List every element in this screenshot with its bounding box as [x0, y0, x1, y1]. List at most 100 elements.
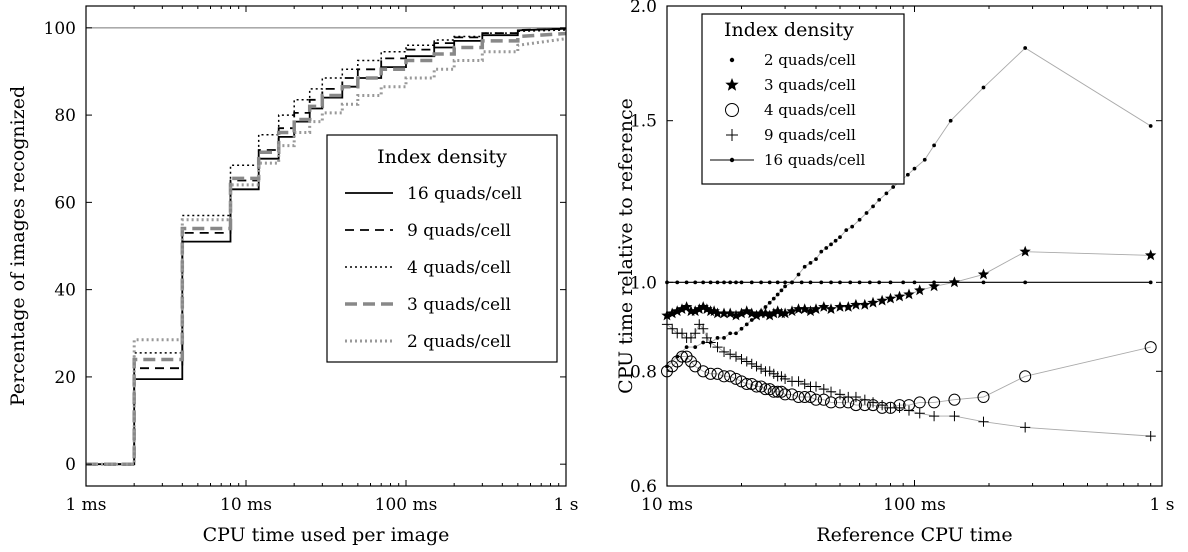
legend-label-3-quads-cell: 3 quads/cell: [764, 76, 856, 94]
y-tick-label: 0: [65, 455, 76, 475]
series-16-quads-cell: [665, 280, 1152, 284]
data-point-2-quads-cell: [768, 301, 772, 305]
data-point-16-quads-cell: [982, 280, 986, 284]
data-point-2-quads-cell: [734, 331, 738, 335]
data-point-2-quads-cell: [865, 211, 869, 215]
data-point-2-quads-cell: [772, 297, 776, 301]
data-point-2-quads-cell: [685, 345, 689, 349]
data-point-16-quads-cell: [716, 280, 720, 284]
right-x-axis-label: Reference CPU time: [816, 524, 1012, 546]
x-tick-label: 1 s: [1150, 495, 1175, 515]
data-point-16-quads-cell: [790, 280, 794, 284]
data-point-9-quads-cell: [949, 411, 959, 421]
data-point-2-quads-cell: [780, 289, 784, 293]
data-point-16-quads-cell: [759, 280, 763, 284]
x-tick-label: 100 ms: [375, 495, 438, 515]
data-point-3-quads-cell: [825, 303, 836, 314]
right-y-axis-label: CPU time relative to reference: [615, 98, 637, 394]
data-point-3-quads-cell: [877, 295, 888, 306]
legend-marker-2-quads-cell: [730, 58, 734, 62]
relative-time-chart: 10 ms 100 ms 1 s0.60.81.01.52.0 Reference …: [615, 0, 1174, 546]
data-point-2-quads-cell: [693, 345, 697, 349]
y-tick-label: 80: [54, 106, 76, 126]
data-point-16-quads-cell: [829, 280, 833, 284]
data-point-9-quads-cell: [978, 417, 988, 427]
data-point-2-quads-cell: [844, 228, 848, 232]
legend-marker-16-quads-cell: [730, 158, 734, 162]
legend-label-9-quads-cell: 9 quads/cell: [764, 126, 856, 144]
data-point-9-quads-cell: [731, 352, 741, 362]
data-point-2-quads-cell: [1023, 46, 1027, 50]
data-point-9-quads-cell: [742, 356, 752, 366]
data-point-9-quads-cell: [725, 349, 735, 359]
data-point-9-quads-cell: [915, 408, 925, 418]
data-point-16-quads-cell: [913, 280, 917, 284]
x-tick-label: 100 ms: [883, 495, 946, 515]
data-point-16-quads-cell: [819, 280, 823, 284]
data-point-3-quads-cell: [867, 297, 878, 308]
data-point-2-quads-cell: [745, 322, 749, 326]
data-point-16-quads-cell: [858, 280, 862, 284]
data-point-16-quads-cell: [728, 280, 732, 284]
right-legend-title: Index density: [724, 19, 854, 41]
data-point-16-quads-cell: [809, 280, 813, 284]
x-tick-label: 10 ms: [220, 495, 272, 515]
data-point-2-quads-cell: [891, 185, 895, 189]
data-point-16-quads-cell: [800, 280, 804, 284]
data-point-2-quads-cell: [809, 261, 813, 265]
data-point-2-quads-cell: [783, 284, 787, 288]
data-point-2-quads-cell: [701, 341, 705, 345]
data-point-16-quads-cell: [1023, 280, 1027, 284]
left-legend-title: Index density: [377, 146, 507, 168]
y-tick-label: 0.6: [630, 477, 657, 497]
data-point-16-quads-cell: [1149, 280, 1153, 284]
data-point-3-quads-cell: [885, 293, 896, 304]
data-point-9-quads-cell: [877, 400, 887, 410]
y-tick-label: 100: [44, 19, 76, 39]
data-point-2-quads-cell: [803, 265, 807, 269]
data-point-2-quads-cell: [913, 167, 917, 171]
data-point-16-quads-cell: [953, 280, 957, 284]
data-point-2-quads-cell: [716, 336, 720, 340]
data-point-2-quads-cell: [776, 293, 780, 297]
data-point-9-quads-cell: [1146, 431, 1156, 441]
data-point-3-quads-cell: [1020, 246, 1031, 257]
y-tick-label: 20: [54, 368, 76, 388]
data-point-2-quads-cell: [819, 250, 823, 254]
y-tick-label: 60: [54, 193, 76, 213]
data-point-16-quads-cell: [848, 280, 852, 284]
data-point-2-quads-cell: [829, 242, 833, 246]
data-point-2-quads-cell: [885, 192, 889, 196]
data-point-3-quads-cell: [894, 291, 905, 302]
data-point-16-quads-cell: [685, 280, 689, 284]
data-point-3-quads-cell: [859, 299, 870, 310]
data-point-16-quads-cell: [701, 280, 705, 284]
data-point-16-quads-cell: [932, 280, 936, 284]
legend-label-4-quads-cell: 4 quads/cell: [764, 101, 856, 119]
data-point-9-quads-cell: [929, 411, 939, 421]
data-point-16-quads-cell: [776, 280, 780, 284]
data-point-3-quads-cell: [834, 301, 845, 312]
data-point-16-quads-cell: [722, 280, 726, 284]
data-point-2-quads-cell: [824, 246, 828, 250]
legend-label-2-quads-cell: 2 quads/cell: [764, 51, 856, 69]
data-point-16-quads-cell: [709, 280, 713, 284]
legend-label-9-quads-cell: 9 quads/cell: [407, 221, 511, 241]
y-tick-label: 2.0: [630, 0, 657, 17]
data-point-3-quads-cell: [914, 284, 925, 295]
data-point-16-quads-cell: [675, 280, 679, 284]
data-point-2-quads-cell: [982, 86, 986, 90]
data-point-2-quads-cell: [728, 331, 732, 335]
data-point-16-quads-cell: [750, 280, 754, 284]
data-point-2-quads-cell: [850, 225, 854, 229]
data-point-9-quads-cell: [756, 364, 766, 374]
data-point-3-quads-cell: [818, 301, 829, 312]
data-point-2-quads-cell: [877, 198, 881, 202]
data-point-2-quads-cell: [1149, 124, 1153, 128]
data-point-2-quads-cell: [814, 257, 818, 261]
data-point-2-quads-cell: [797, 273, 801, 277]
data-point-9-quads-cell: [719, 347, 729, 357]
data-point-2-quads-cell: [858, 218, 862, 222]
data-point-3-quads-cell: [903, 289, 914, 300]
